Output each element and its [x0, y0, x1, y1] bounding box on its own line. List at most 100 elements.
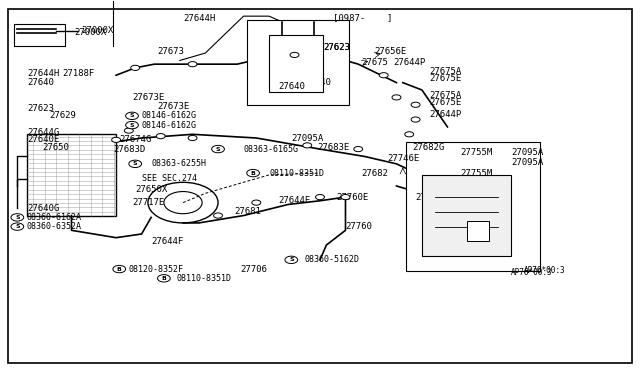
Circle shape: [164, 192, 202, 214]
Text: 27644G: 27644G: [27, 128, 59, 137]
Circle shape: [354, 147, 363, 152]
Circle shape: [316, 195, 324, 200]
Text: ]: ]: [387, 13, 392, 22]
Circle shape: [392, 95, 401, 100]
Bar: [422, 175, 511, 256]
Text: 27656E: 27656E: [374, 47, 406, 56]
Text: 27644P: 27644P: [394, 58, 426, 67]
Text: 27760E: 27760E: [415, 193, 448, 202]
Text: 27681: 27681: [234, 207, 261, 217]
Text: S: S: [15, 215, 20, 220]
Circle shape: [111, 137, 120, 142]
Text: 27682G: 27682G: [412, 143, 445, 152]
Circle shape: [188, 62, 197, 67]
Circle shape: [129, 160, 141, 167]
Text: 27650: 27650: [43, 143, 70, 152]
Text: 27626F: 27626F: [444, 237, 477, 246]
Bar: [406, 142, 540, 271]
Circle shape: [125, 112, 138, 119]
Circle shape: [252, 200, 260, 205]
Text: 27644P: 27644P: [429, 109, 462, 119]
Bar: [14, 23, 65, 46]
Text: 27755M: 27755M: [460, 148, 492, 157]
Text: S: S: [289, 257, 294, 262]
Circle shape: [303, 143, 312, 148]
Text: 27675A: 27675A: [429, 67, 462, 76]
Circle shape: [341, 195, 350, 200]
Text: 27629: 27629: [49, 111, 76, 121]
Text: S: S: [15, 224, 20, 229]
Text: 08360-6162A: 08360-6162A: [27, 213, 82, 222]
Text: 27640: 27640: [304, 78, 331, 87]
Text: 27095A: 27095A: [511, 148, 543, 157]
Text: 08146-6162G: 08146-6162G: [141, 121, 196, 129]
Text: 08360-5162D: 08360-5162D: [304, 255, 359, 264]
Text: S: S: [133, 161, 138, 166]
Text: 08120-8352F: 08120-8352F: [129, 264, 184, 273]
Circle shape: [125, 121, 138, 129]
Text: 08363-6165G: 08363-6165G: [244, 145, 298, 154]
Text: 27000X: 27000X: [81, 26, 113, 35]
Text: 27683D: 27683D: [113, 145, 145, 154]
Text: 08110-8351D: 08110-8351D: [269, 169, 324, 177]
Text: B: B: [251, 171, 255, 176]
Text: 27000X: 27000X: [75, 28, 107, 37]
Text: B: B: [117, 267, 122, 272]
Circle shape: [246, 169, 259, 177]
Text: 27755M: 27755M: [460, 169, 492, 177]
Text: 27623: 27623: [323, 43, 350, 52]
Text: 27717E: 27717E: [132, 198, 164, 207]
Text: 27650X: 27650X: [135, 185, 168, 194]
Text: AP76*00:3: AP76*00:3: [524, 266, 566, 275]
Text: 27673E: 27673E: [132, 93, 164, 102]
Text: 27675A: 27675A: [429, 91, 462, 100]
Circle shape: [124, 128, 133, 133]
Bar: [269, 35, 323, 92]
Text: 27640: 27640: [27, 78, 54, 87]
Bar: [246, 20, 349, 105]
Text: 27640E: 27640E: [27, 135, 59, 144]
Text: 27706: 27706: [241, 264, 268, 273]
Circle shape: [411, 102, 420, 108]
Circle shape: [212, 145, 225, 153]
Circle shape: [404, 132, 413, 137]
Bar: [467, 221, 489, 241]
Circle shape: [380, 73, 388, 78]
Text: 27675E: 27675E: [429, 74, 462, 83]
Text: 27095A: 27095A: [291, 134, 324, 142]
Text: 27644F: 27644F: [151, 237, 184, 246]
Text: 27674G: 27674G: [119, 135, 152, 144]
Text: AP76*00:3: AP76*00:3: [511, 268, 553, 277]
Text: 27640G: 27640G: [27, 203, 59, 213]
Text: S: S: [130, 113, 134, 118]
Text: 27644H: 27644H: [27, 69, 59, 78]
Circle shape: [214, 213, 223, 218]
Circle shape: [411, 117, 420, 122]
Text: 27673: 27673: [157, 47, 184, 56]
Text: 27623: 27623: [323, 43, 350, 52]
Text: 27095A: 27095A: [511, 157, 543, 167]
Text: 27760: 27760: [346, 222, 372, 231]
Bar: [27, 134, 116, 215]
Text: 27675: 27675: [362, 58, 388, 67]
Circle shape: [148, 182, 218, 223]
Circle shape: [11, 214, 24, 221]
Text: B: B: [161, 276, 166, 281]
Text: 08110-8351D: 08110-8351D: [177, 274, 232, 283]
Text: 27188F: 27188F: [62, 69, 94, 78]
Circle shape: [113, 265, 125, 273]
Text: 27623: 27623: [27, 104, 54, 113]
Circle shape: [156, 134, 165, 139]
Text: 27675E: 27675E: [429, 99, 462, 108]
Text: 27626F: 27626F: [470, 244, 502, 253]
Text: 27673E: 27673E: [157, 102, 189, 111]
Circle shape: [11, 223, 24, 230]
Text: SEE SEC.274: SEE SEC.274: [141, 174, 196, 183]
Circle shape: [188, 135, 197, 141]
Text: 27640: 27640: [278, 82, 305, 91]
Text: 27682: 27682: [362, 169, 388, 177]
Circle shape: [157, 275, 170, 282]
Text: 27746E: 27746E: [387, 154, 419, 163]
Text: 27683E: 27683E: [317, 143, 349, 152]
Text: 08146-6162G: 08146-6162G: [141, 111, 196, 121]
